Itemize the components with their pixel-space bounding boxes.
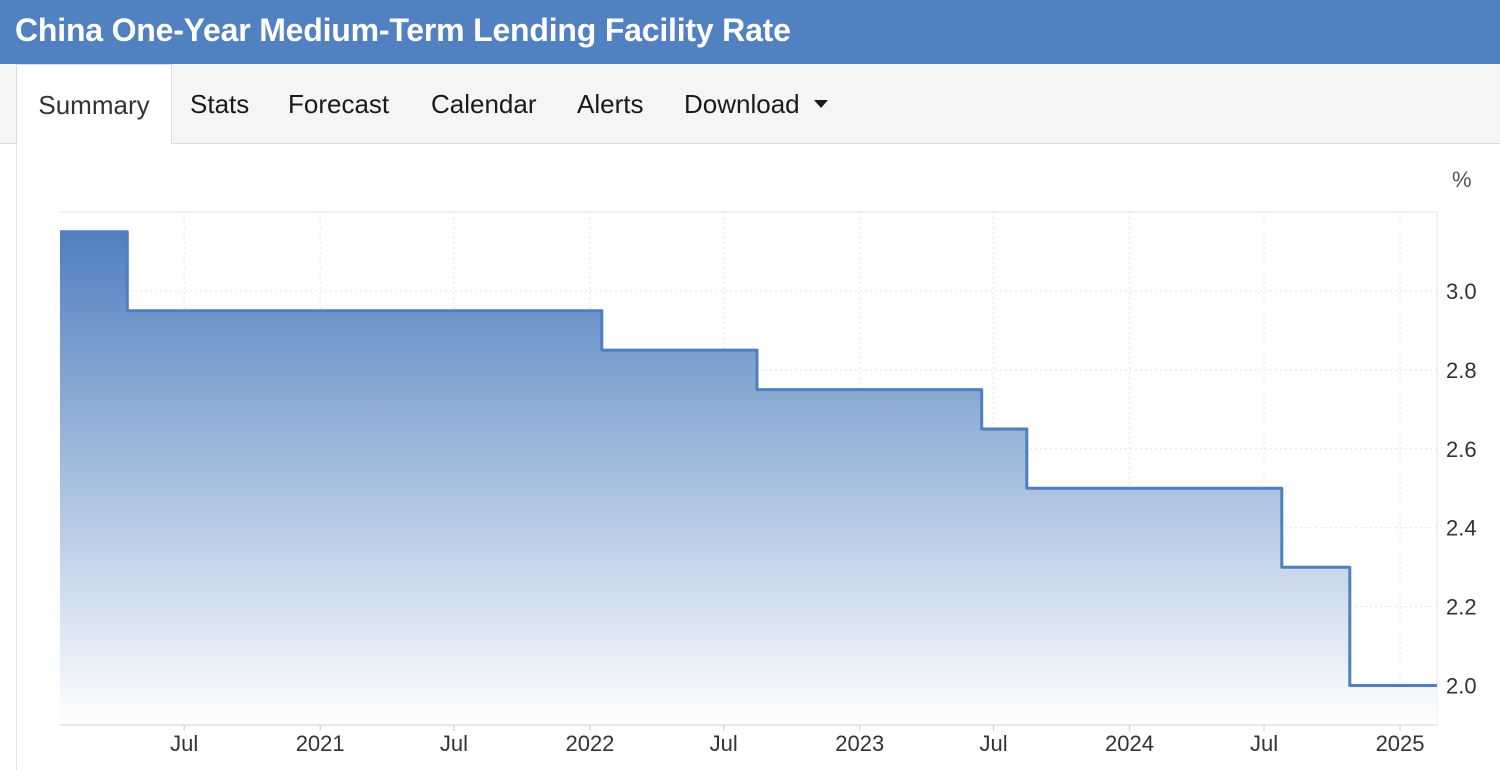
x-tick-label: 2022 [565, 731, 614, 756]
x-tick-label: 2023 [835, 731, 884, 756]
tab-calendar[interactable]: Calendar [431, 89, 537, 119]
y-tick-label: 3.0 [1446, 279, 1477, 304]
tab-alerts[interactable]: Alerts [577, 89, 644, 119]
y-tick-label: 2.8 [1446, 358, 1477, 383]
y-axis-unit-label: % [1452, 167, 1472, 192]
x-tick-label: Jul [710, 731, 738, 756]
tab-forecast[interactable]: Forecast [288, 89, 390, 119]
axis-layer: 2.0 2.2 2.4 2.6 2.8 3.0 Jul 2021 Jul 2022 Jul 2023 J… [60, 279, 1477, 756]
y-tick-label: 2.4 [1446, 516, 1477, 541]
tab-download[interactable]: Download [684, 64, 828, 144]
series-line [60, 230, 1437, 687]
page-header: China One-Year Medium-Term Lending Facil… [0, 0, 1500, 64]
tab-bar: Summary Stats Forecast Calendar Alerts D… [0, 64, 1500, 145]
series-area [60, 231, 1437, 725]
x-tick-label: Jul [170, 731, 198, 756]
line-layer [60, 230, 1437, 687]
x-tick-label: 2024 [1105, 731, 1154, 756]
tab-stats[interactable]: Stats [190, 89, 250, 119]
x-tick-label: 2025 [1376, 731, 1425, 756]
y-tick-label: 2.0 [1446, 674, 1477, 699]
x-tick-label: 2021 [296, 731, 345, 756]
y-tick-label: 2.6 [1446, 437, 1477, 462]
caret-down-icon [813, 100, 828, 109]
tab-summary[interactable]: Summary [16, 64, 172, 145]
x-tick-label: Jul [440, 731, 468, 756]
page-title: China One-Year Medium-Term Lending Facil… [15, 12, 791, 48]
x-tick-label: Jul [1250, 731, 1278, 756]
y-tick-label: 2.2 [1446, 595, 1477, 620]
x-tick-label: Jul [979, 731, 1007, 756]
area-layer [60, 231, 1437, 725]
chart-frame [16, 144, 1500, 770]
tab-download-label: Download [684, 89, 800, 119]
